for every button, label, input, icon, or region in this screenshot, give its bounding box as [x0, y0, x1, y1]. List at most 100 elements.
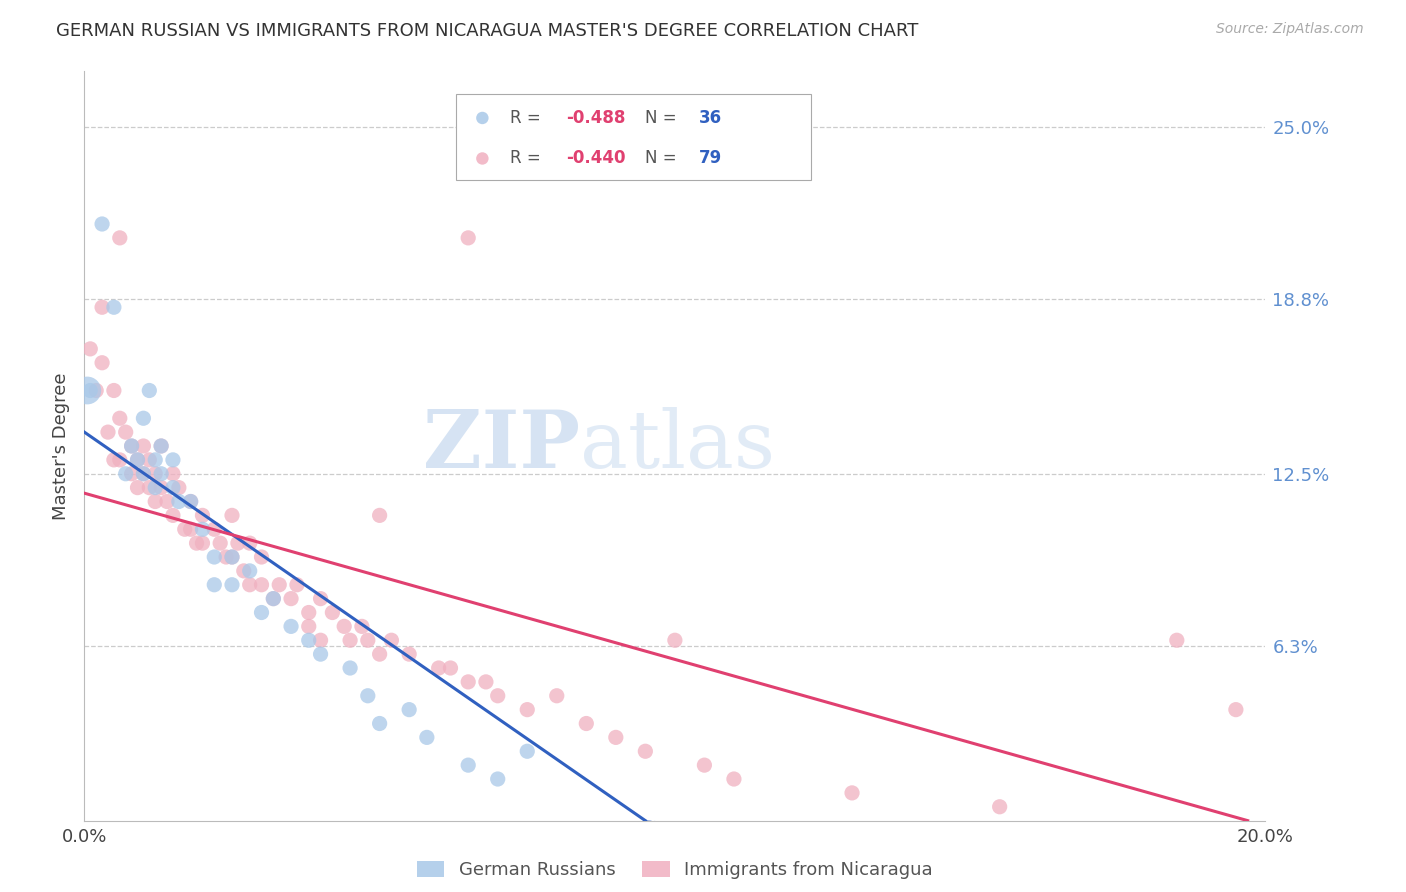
Point [127, 481, 149, 495]
Point [103, 300, 125, 314]
Point [108, 231, 131, 245]
Text: N =: N = [645, 109, 682, 127]
Point [321, 606, 343, 620]
Point [215, 549, 238, 564]
Point [380, 633, 402, 648]
Point [368, 647, 391, 661]
Point [634, 744, 657, 758]
Point [79, 384, 101, 398]
Point [1225, 703, 1247, 717]
Point [239, 578, 262, 592]
Point [191, 522, 214, 536]
Point [486, 689, 509, 703]
Point [333, 619, 356, 633]
Point [108, 411, 131, 425]
Point [202, 578, 225, 592]
Point [121, 439, 143, 453]
Point [357, 633, 380, 648]
Text: R =: R = [509, 150, 546, 168]
Point [162, 453, 184, 467]
Point [209, 536, 232, 550]
Point [221, 578, 243, 592]
Point [221, 508, 243, 523]
Point [262, 591, 284, 606]
Point [167, 494, 190, 508]
Point [191, 536, 214, 550]
Point [150, 467, 173, 481]
Point [250, 578, 273, 592]
Text: Source: ZipAtlas.com: Source: ZipAtlas.com [1216, 22, 1364, 37]
Point [162, 467, 184, 481]
Point [127, 453, 149, 467]
Text: -0.440: -0.440 [567, 150, 626, 168]
Point [79, 342, 101, 356]
Point [156, 494, 179, 508]
Point [143, 481, 166, 495]
Point [285, 578, 308, 592]
Text: N =: N = [645, 150, 682, 168]
Point [723, 772, 745, 786]
Point [127, 453, 149, 467]
Point [427, 661, 450, 675]
Point [173, 522, 195, 536]
Point [180, 522, 202, 536]
Point [143, 453, 166, 467]
Text: 36: 36 [699, 109, 721, 127]
Point [398, 647, 420, 661]
Point [516, 703, 538, 717]
Point [162, 508, 184, 523]
Point [180, 494, 202, 508]
Point [103, 384, 125, 398]
Point [368, 508, 391, 523]
Point [91, 217, 114, 231]
Point [439, 661, 461, 675]
Point [309, 647, 332, 661]
Point [121, 467, 143, 481]
Point [103, 453, 125, 467]
Y-axis label: Master's Degree: Master's Degree [52, 372, 70, 520]
Point [457, 758, 479, 772]
Point [150, 481, 173, 495]
Point [138, 453, 160, 467]
Point [988, 799, 1011, 814]
Point [97, 425, 120, 439]
Point [280, 591, 302, 606]
Point [339, 661, 361, 675]
Point [167, 481, 190, 495]
Point [221, 549, 243, 564]
Point [298, 619, 321, 633]
Point [132, 467, 155, 481]
Point [298, 633, 321, 648]
Point [475, 674, 498, 689]
Point [226, 536, 249, 550]
Point [143, 467, 166, 481]
Point [269, 578, 291, 592]
Text: R =: R = [509, 109, 546, 127]
Point [143, 494, 166, 508]
Point [516, 744, 538, 758]
Point [221, 549, 243, 564]
Point [232, 564, 254, 578]
Point [108, 453, 131, 467]
Point [575, 716, 598, 731]
Point [262, 591, 284, 606]
Point [368, 716, 391, 731]
Point [84, 384, 107, 398]
Point [76, 384, 98, 398]
Point [121, 439, 143, 453]
Point [132, 411, 155, 425]
Point [186, 536, 208, 550]
Point [357, 689, 380, 703]
Point [132, 467, 155, 481]
Text: GERMAN RUSSIAN VS IMMIGRANTS FROM NICARAGUA MASTER'S DEGREE CORRELATION CHART: GERMAN RUSSIAN VS IMMIGRANTS FROM NICARA… [56, 22, 918, 40]
Point [693, 758, 716, 772]
Point [162, 481, 184, 495]
Point [202, 549, 225, 564]
Point [202, 522, 225, 536]
Legend: German Russians, Immigrants from Nicaragua: German Russians, Immigrants from Nicarag… [411, 854, 939, 887]
Text: 79: 79 [699, 150, 721, 168]
Point [416, 731, 439, 745]
Point [250, 549, 273, 564]
Point [664, 633, 686, 648]
Point [280, 619, 302, 633]
